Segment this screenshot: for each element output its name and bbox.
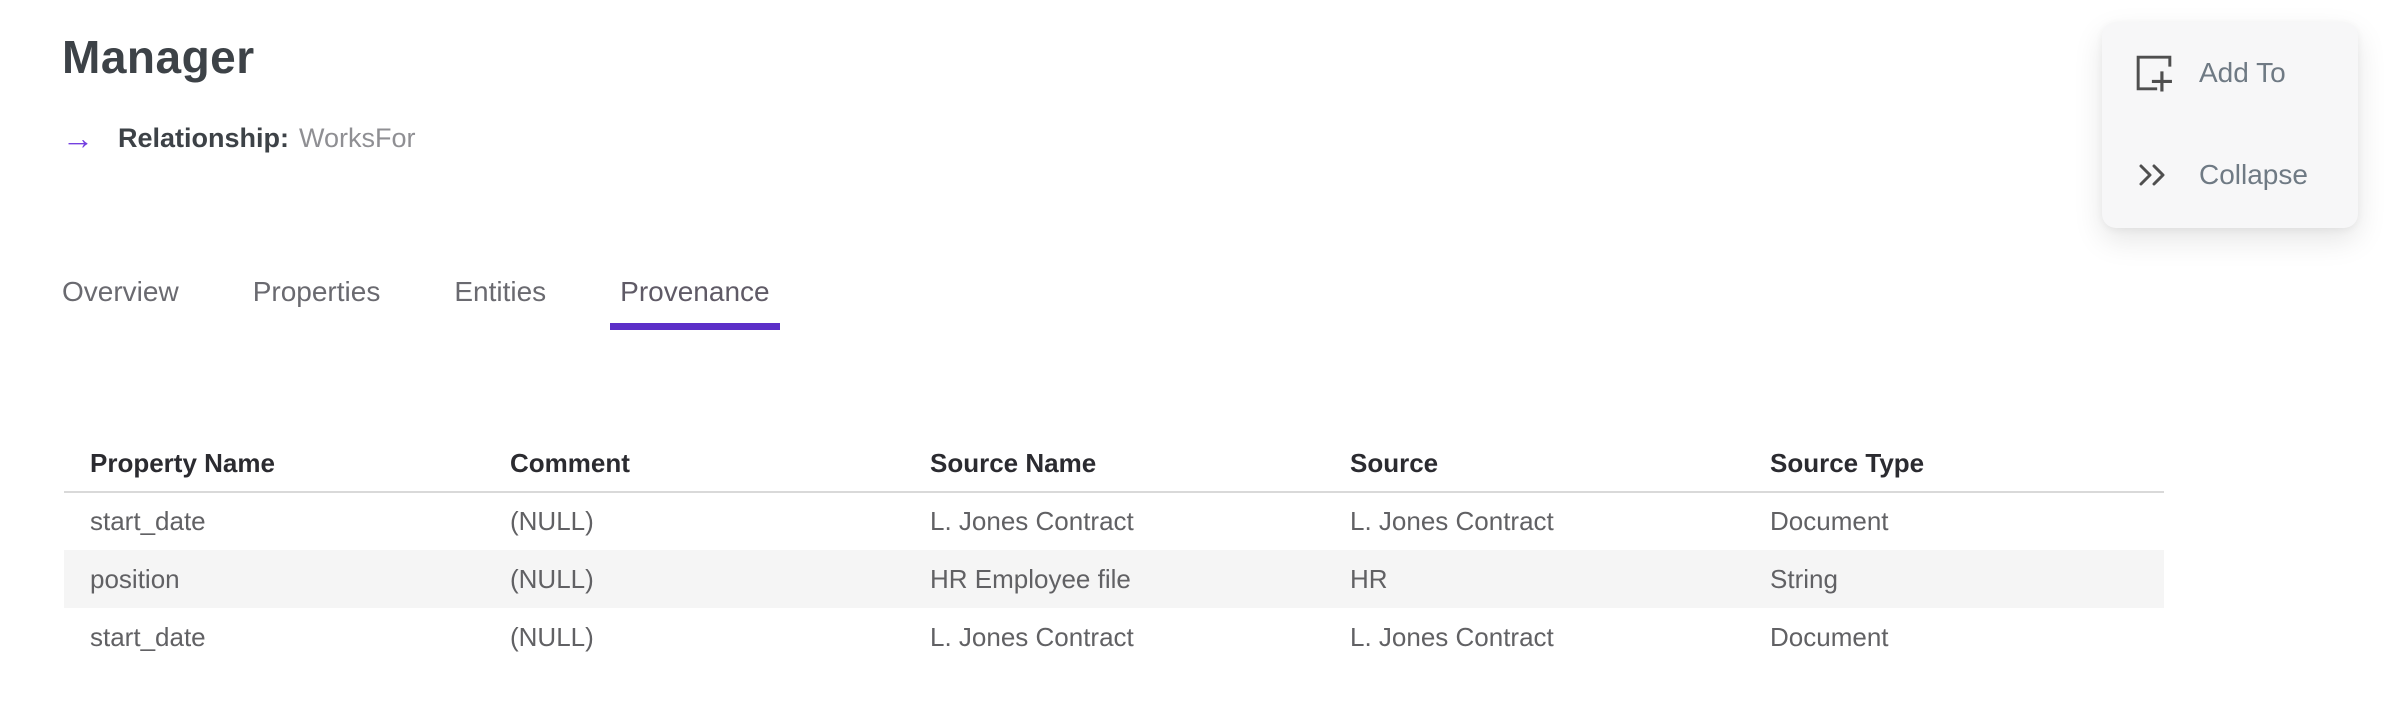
cell-property-name: position (90, 563, 180, 594)
tab-provenance[interactable]: Provenance (610, 276, 780, 330)
tab-overview[interactable]: Overview (62, 276, 179, 307)
tab-entities[interactable]: Entities (454, 276, 547, 307)
column-header-property-name: Property Name (64, 430, 484, 493)
double-chevron-right-icon (2135, 156, 2173, 194)
cell-source-name: HR Employee file (930, 563, 1131, 594)
relationship-label: Relationship: (118, 122, 290, 153)
relationship-subtitle: → Relationship: WorksFor (62, 122, 416, 154)
column-header-source-type: Source Type (1744, 430, 2164, 493)
cell-source: HR (1350, 563, 1388, 594)
cell-source-name: L. Jones Contract (930, 506, 1134, 536)
cell-source-type: Document (1770, 506, 1889, 536)
relationship-value: WorksFor (299, 122, 416, 153)
add-to-button[interactable]: Add To (2102, 48, 2358, 98)
collapse-label: Collapse (2199, 159, 2308, 190)
cell-property-name: start_date (90, 506, 206, 536)
tab-properties[interactable]: Properties (252, 276, 381, 307)
cell-property-name: start_date (90, 621, 206, 652)
column-header-source-name: Source Name (904, 430, 1324, 493)
table-header-row: Property Name Comment Source Name Source… (64, 430, 2164, 493)
action-card: Add To Collapse (2102, 22, 2358, 228)
cell-source-name: L. Jones Contract (930, 621, 1134, 652)
cell-source: L. Jones Contract (1350, 621, 1554, 652)
column-header-source: Source (1324, 430, 1744, 493)
table-row: start_date (NULL) L. Jones Contract L. J… (64, 608, 2164, 666)
cell-comment: (NULL) (510, 506, 594, 536)
table-row: start_date (NULL) L. Jones Contract L. J… (64, 492, 2164, 550)
tab-bar: Overview Properties Entities Provenance (62, 276, 780, 330)
relationship-arrow-icon: → (62, 120, 94, 156)
cell-comment: (NULL) (510, 563, 594, 594)
cell-source: L. Jones Contract (1350, 506, 1554, 536)
cell-comment: (NULL) (510, 621, 594, 652)
page-title: Manager (62, 31, 255, 83)
column-header-comment: Comment (484, 430, 904, 493)
add-to-label: Add To (2199, 57, 2286, 88)
cell-source-type: Document (1770, 621, 1889, 652)
collapse-button[interactable]: Collapse (2102, 150, 2358, 200)
add-to-frame-plus-icon (2135, 54, 2173, 92)
provenance-table: Property Name Comment Source Name Source… (64, 430, 2164, 666)
cell-source-type: String (1770, 563, 1838, 594)
table-row: position (NULL) HR Employee file HR Stri… (64, 550, 2164, 608)
